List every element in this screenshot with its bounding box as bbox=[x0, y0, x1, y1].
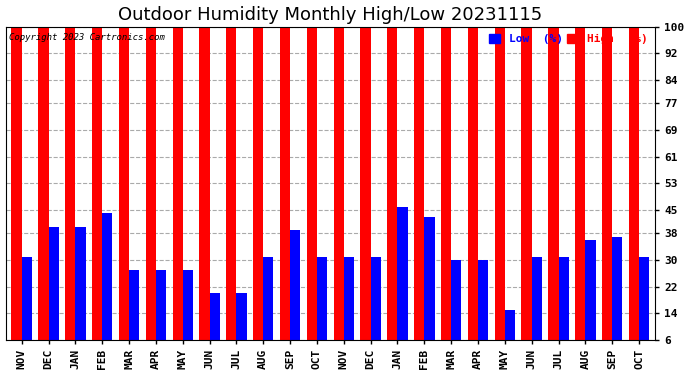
Bar bbox=[92, 27, 102, 360]
Bar bbox=[102, 213, 112, 360]
Bar bbox=[468, 27, 478, 360]
Title: Outdoor Humidity Monthly High/Low 20231115: Outdoor Humidity Monthly High/Low 202311… bbox=[118, 6, 542, 24]
Bar bbox=[424, 217, 435, 360]
Bar bbox=[210, 294, 220, 360]
Bar bbox=[478, 260, 489, 360]
Bar bbox=[290, 230, 300, 360]
Bar bbox=[532, 257, 542, 360]
Bar bbox=[612, 237, 622, 360]
Bar bbox=[333, 27, 344, 360]
Bar bbox=[360, 27, 371, 360]
Legend: Low  (%), High  (%): Low (%), High (%) bbox=[487, 32, 649, 46]
Bar bbox=[75, 227, 86, 360]
Bar bbox=[317, 257, 327, 360]
Bar bbox=[307, 27, 317, 360]
Text: Copyright 2023 Cartronics.com: Copyright 2023 Cartronics.com bbox=[9, 33, 165, 42]
Bar bbox=[558, 257, 569, 360]
Bar bbox=[119, 27, 129, 360]
Bar bbox=[146, 27, 156, 360]
Bar bbox=[253, 27, 264, 360]
Bar bbox=[344, 257, 354, 360]
Bar bbox=[199, 27, 210, 360]
Bar bbox=[397, 207, 408, 360]
Bar bbox=[65, 27, 75, 360]
Bar bbox=[264, 257, 273, 360]
Bar bbox=[387, 27, 397, 360]
Bar bbox=[237, 294, 246, 360]
Bar bbox=[602, 27, 612, 360]
Bar bbox=[549, 27, 558, 360]
Bar bbox=[629, 27, 639, 360]
Bar bbox=[522, 27, 532, 360]
Bar bbox=[414, 27, 424, 360]
Bar bbox=[495, 27, 505, 360]
Bar bbox=[129, 270, 139, 360]
Bar bbox=[12, 27, 21, 360]
Bar bbox=[183, 270, 193, 360]
Bar bbox=[172, 27, 183, 360]
Bar bbox=[371, 257, 381, 360]
Bar bbox=[226, 27, 237, 360]
Bar bbox=[21, 257, 32, 360]
Bar bbox=[280, 27, 290, 360]
Bar bbox=[48, 227, 59, 360]
Bar bbox=[575, 27, 585, 360]
Bar bbox=[39, 27, 48, 360]
Bar bbox=[585, 240, 595, 360]
Bar bbox=[639, 257, 649, 360]
Bar bbox=[505, 310, 515, 360]
Bar bbox=[156, 270, 166, 360]
Bar bbox=[441, 27, 451, 360]
Bar bbox=[451, 260, 462, 360]
